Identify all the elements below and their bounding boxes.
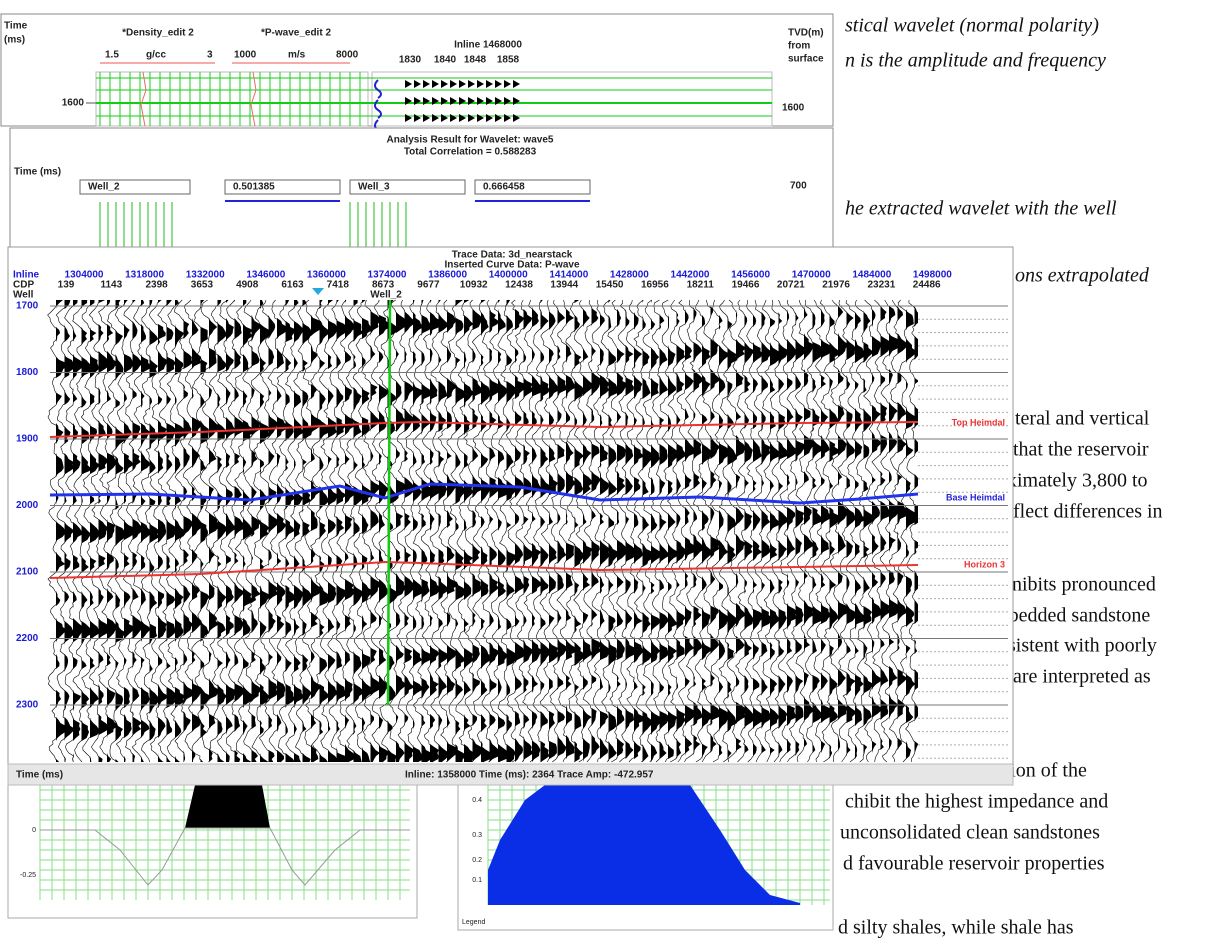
tick-label: 0.1 bbox=[472, 877, 482, 884]
row-label: Well bbox=[13, 290, 34, 301]
document-line: are interpreted as bbox=[1013, 666, 1151, 688]
label: surface bbox=[788, 54, 824, 65]
subtitle: Total Correlation = 0.588283 bbox=[404, 147, 537, 158]
header: Well_3 bbox=[358, 182, 390, 193]
document-line: ximately 3,800 to bbox=[1007, 470, 1148, 492]
tick-label: 0 bbox=[32, 827, 36, 834]
status: Inline: 1358000 Time (ms): 2364 Trace Am… bbox=[405, 770, 654, 781]
label: Time (ms) bbox=[14, 167, 61, 178]
document-line: unconsolidated clean sandstones bbox=[840, 822, 1100, 844]
document-line: ons extrapolated bbox=[1015, 265, 1150, 287]
y-tick-label: 1700 bbox=[16, 301, 39, 312]
tick-label: 0.4 bbox=[472, 797, 482, 804]
cdp-label: 21976 bbox=[822, 280, 850, 291]
legend: Legend bbox=[462, 919, 485, 926]
cdp-label: 19466 bbox=[732, 280, 760, 291]
label: from bbox=[788, 41, 810, 52]
document-line: stical wavelet (normal polarity) bbox=[845, 15, 1099, 37]
horizon-label: Base Heimdal bbox=[946, 492, 1005, 502]
cdp-label: 20721 bbox=[777, 280, 805, 291]
tick-label: 700 bbox=[790, 181, 807, 192]
y-tick-label: 1900 bbox=[16, 434, 39, 445]
cdp-label: 2398 bbox=[145, 280, 168, 291]
header: 0.666458 bbox=[483, 182, 525, 193]
cdp-label: 139 bbox=[58, 280, 75, 291]
header: 0.501385 bbox=[233, 182, 275, 193]
wavelet-fill bbox=[185, 785, 270, 828]
y-tick-label: 2100 bbox=[16, 567, 39, 578]
cdp-label: 23231 bbox=[867, 280, 895, 291]
label: Inline 1468000 bbox=[454, 40, 522, 51]
tick-label: 0.2 bbox=[472, 857, 482, 864]
document-line: sistent with poorly bbox=[1008, 635, 1157, 657]
tick-label: -0.25 bbox=[20, 872, 36, 879]
cdp-label: 18211 bbox=[687, 280, 715, 291]
trace-label: 1848 bbox=[464, 55, 487, 66]
cdp-label: 10932 bbox=[460, 280, 488, 291]
label: (ms) bbox=[4, 35, 25, 46]
document-line: he extracted wavelet with the well bbox=[845, 198, 1117, 220]
cdp-label: 12438 bbox=[505, 280, 533, 291]
axis-min: 1000 bbox=[234, 50, 257, 61]
y-tick-label: 2000 bbox=[16, 500, 39, 511]
curve-name: *P-wave_edit 2 bbox=[261, 28, 331, 39]
horizon-label: Horizon 3 bbox=[964, 559, 1005, 569]
status-label: Time (ms) bbox=[16, 770, 63, 781]
axis-min: 1.5 bbox=[105, 50, 119, 61]
track bbox=[96, 72, 368, 126]
document-line: rbedded sandstone bbox=[1002, 605, 1150, 627]
y-tick-label: 1800 bbox=[16, 367, 39, 378]
document-line: teral and vertical bbox=[1015, 408, 1150, 430]
y-tick-label: 2200 bbox=[16, 633, 39, 644]
tick-label: 0.3 bbox=[472, 832, 482, 839]
cdp-label: 6163 bbox=[281, 280, 304, 291]
axis-max: 3 bbox=[207, 50, 213, 61]
document-line: flect differences in bbox=[1013, 501, 1163, 523]
document-line: that the reservoir bbox=[1013, 439, 1149, 461]
cdp-label: 4908 bbox=[236, 280, 259, 291]
trace-label: 1840 bbox=[434, 55, 457, 66]
cdp-label: 3653 bbox=[191, 280, 214, 291]
document-line: n is the amplitude and frequency bbox=[845, 50, 1106, 72]
cdp-label: 13944 bbox=[550, 280, 578, 291]
document-line: chibit the highest impedance and bbox=[845, 791, 1108, 813]
cdp-label: 24486 bbox=[913, 280, 941, 291]
header: Well_2 bbox=[88, 182, 120, 193]
tick-label: 1600 bbox=[782, 103, 805, 114]
document-line: d silty shales, while shale has bbox=[838, 917, 1074, 939]
cdp-label: 15450 bbox=[596, 280, 624, 291]
curve-name: *Density_edit 2 bbox=[122, 28, 194, 39]
trace-label: 1858 bbox=[497, 55, 520, 66]
panel-gap bbox=[918, 298, 1008, 763]
horizon-label: Top Heimdal bbox=[952, 417, 1005, 427]
axis-unit: g/cc bbox=[146, 50, 166, 61]
document-line: nibits pronounced bbox=[1012, 574, 1156, 596]
document-line: d favourable reservoir properties bbox=[843, 853, 1105, 875]
trace-label: 1830 bbox=[399, 55, 422, 66]
label: TVD(m) bbox=[788, 28, 824, 39]
screenshot: stical wavelet (normal polarity) n is the… bbox=[0, 0, 1211, 947]
label: Time bbox=[4, 21, 28, 32]
title: Analysis Result for Wavelet: wave5 bbox=[387, 135, 554, 146]
axis-max: 8000 bbox=[336, 50, 359, 61]
cdp-label: 16956 bbox=[641, 280, 669, 291]
cdp-label: 1143 bbox=[100, 280, 122, 291]
cdp-label: 7418 bbox=[327, 280, 350, 291]
tick-label: 1600 bbox=[62, 98, 85, 109]
well-label: Well_2 bbox=[370, 290, 402, 301]
y-tick-label: 2300 bbox=[16, 700, 39, 711]
axis-unit: m/s bbox=[288, 50, 306, 61]
cdp-label: 9677 bbox=[417, 280, 440, 291]
